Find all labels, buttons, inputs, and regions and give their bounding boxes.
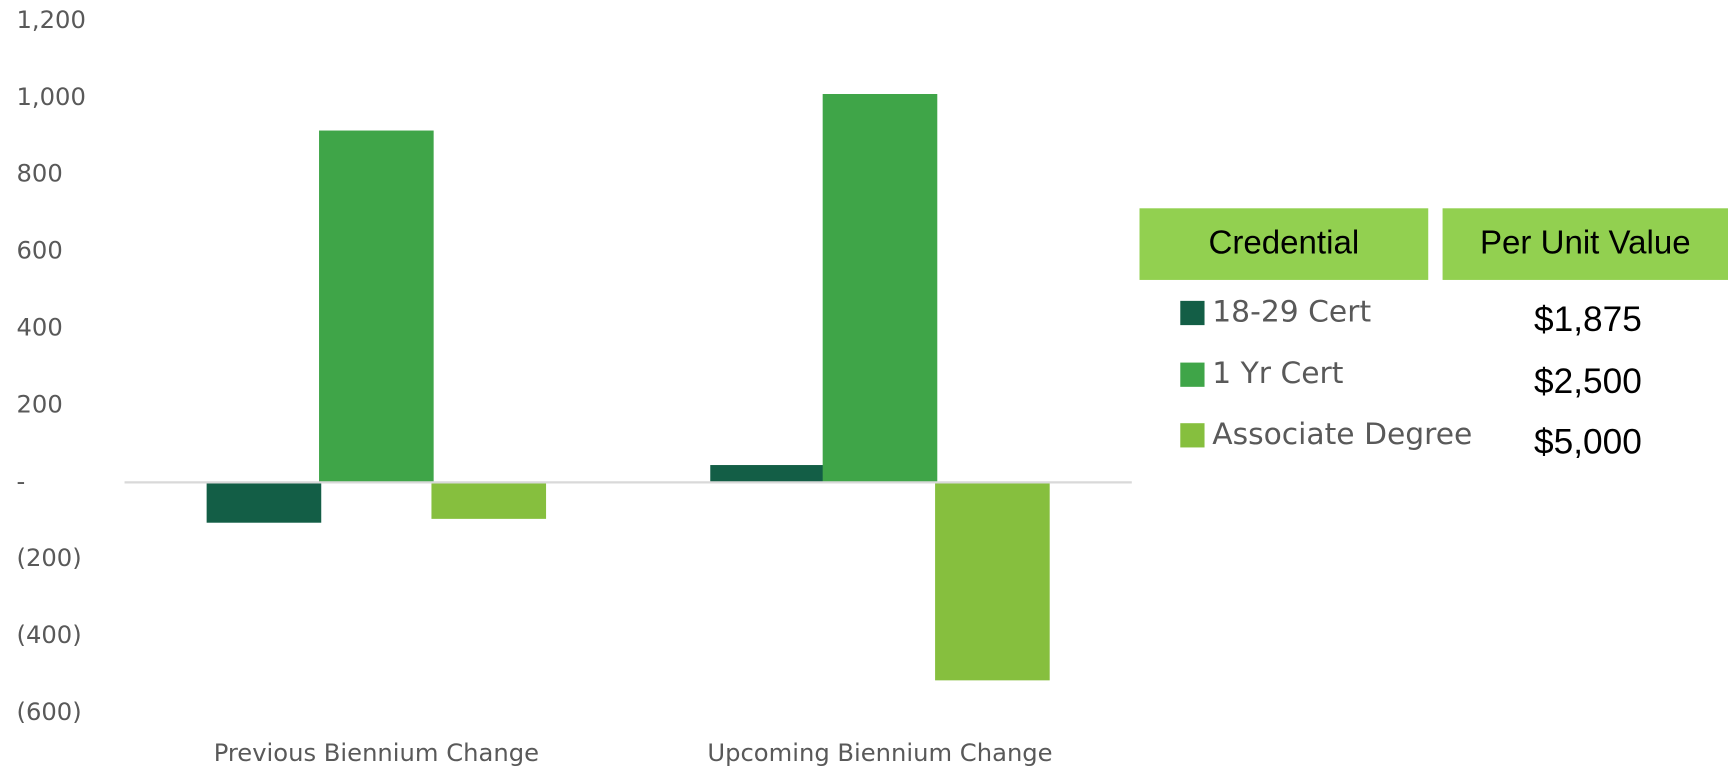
table-header: Credential xyxy=(1209,224,1360,261)
y-tick-label: 200 xyxy=(17,389,63,418)
table-header: Per Unit Value xyxy=(1480,224,1691,261)
y-tick-label: 1,000 xyxy=(17,82,86,111)
y-tick-label: - xyxy=(17,466,26,495)
legend-swatch xyxy=(1180,362,1205,387)
y-tick-label: (400) xyxy=(17,620,82,649)
bar xyxy=(319,130,434,483)
y-tick-label: 1,200 xyxy=(17,5,86,34)
legend-label: 18-29 Cert xyxy=(1212,294,1371,329)
bar xyxy=(431,482,547,519)
y-tick-label: (600) xyxy=(17,697,82,726)
y-tick-label: 800 xyxy=(17,159,63,188)
legend-label: 1 Yr Cert xyxy=(1212,356,1343,391)
legend-swatch xyxy=(1180,300,1205,326)
x-tick-label: Previous Biennium Change xyxy=(214,738,539,767)
table-header-cell xyxy=(1139,208,1429,280)
y-tick-label: (200) xyxy=(17,543,82,572)
table-header-cell xyxy=(1442,208,1728,280)
bar xyxy=(935,482,1050,681)
y-tick-label: 400 xyxy=(17,313,63,342)
bar xyxy=(206,482,322,523)
bar xyxy=(822,94,938,483)
x-tick-label: Upcoming Biennium Change xyxy=(707,738,1052,767)
table-value: $2,500 xyxy=(1534,362,1642,401)
table-value: $1,875 xyxy=(1534,300,1642,339)
legend-label: Associate Degree xyxy=(1212,417,1472,452)
bar xyxy=(710,465,825,483)
table-value: $5,000 xyxy=(1534,422,1642,461)
legend-swatch xyxy=(1180,423,1205,448)
y-tick-label: 600 xyxy=(17,236,63,265)
